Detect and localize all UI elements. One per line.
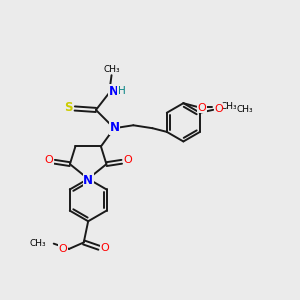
Text: N: N <box>109 85 118 98</box>
Text: CH₃: CH₃ <box>103 65 120 74</box>
Text: O: O <box>214 104 223 114</box>
Text: CH₃: CH₃ <box>30 239 46 248</box>
Text: O: O <box>123 155 132 165</box>
Text: O: O <box>100 243 109 253</box>
Text: H: H <box>118 86 125 96</box>
Text: O: O <box>198 103 206 112</box>
Text: S: S <box>64 101 73 114</box>
Text: O: O <box>59 244 68 254</box>
Text: N: N <box>83 174 93 187</box>
Text: CH₃: CH₃ <box>237 105 254 114</box>
Text: N: N <box>110 121 120 134</box>
Text: O: O <box>44 155 53 165</box>
Text: CH₃: CH₃ <box>220 102 237 111</box>
